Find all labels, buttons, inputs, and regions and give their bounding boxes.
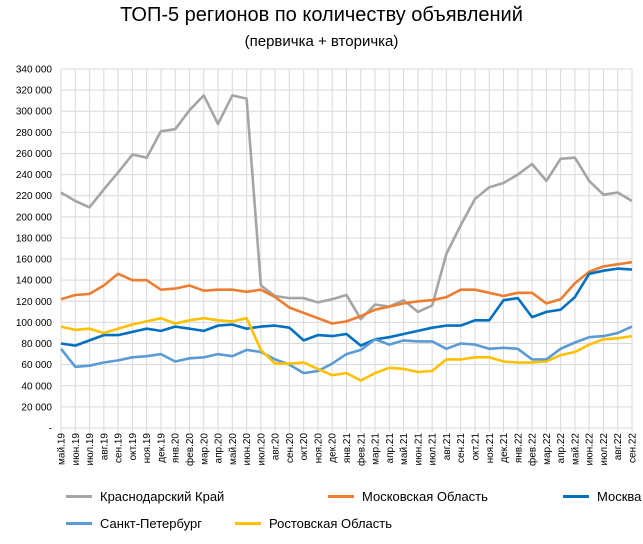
legend-swatch	[66, 522, 92, 525]
x-tick-label: янв.20	[171, 433, 182, 464]
x-tick-label: май.21	[399, 433, 410, 465]
x-tick-label: сен.19	[114, 433, 125, 463]
legend-item-moscow-oblast: Московская Область	[328, 489, 488, 504]
x-tick-label: апр.20	[214, 433, 225, 464]
y-tick-label: 180 000	[16, 233, 53, 244]
x-tick-label: авг.19	[99, 433, 110, 461]
x-tick-label: сен.22	[628, 433, 639, 463]
x-tick-label: дек.19	[156, 433, 167, 463]
y-tick-label: 340 000	[16, 65, 53, 76]
legend-swatch	[66, 495, 92, 498]
y-tick-label: 20 000	[21, 402, 52, 413]
y-tick-label: 140 000	[16, 276, 53, 287]
x-tick-label: апр.22	[556, 433, 567, 464]
x-tick-label: апр.21	[385, 433, 396, 464]
series-line-ростовская-область	[60, 316, 633, 382]
y-tick-label: 60 000	[21, 360, 52, 371]
y-tick-label: 40 000	[21, 381, 52, 392]
series-line-москва	[60, 267, 633, 347]
y-tick-label: 300 000	[16, 107, 53, 118]
x-tick-label: фев.22	[527, 433, 539, 466]
x-tick-label: июл.19	[85, 433, 96, 466]
legend-item-rostov: Ростовская Область	[235, 516, 392, 531]
x-tick-label: окт.21	[470, 433, 481, 461]
y-tick-label: 240 000	[16, 170, 53, 181]
x-tick-label: мар.21	[371, 433, 382, 465]
legend-label: Московская Область	[362, 489, 488, 504]
x-tick-label: ноя.20	[313, 433, 324, 464]
legend-swatch	[563, 495, 589, 498]
x-tick-label: май.20	[228, 433, 239, 465]
y-tick-label: 280 000	[16, 128, 53, 139]
x-tick-label: июн.20	[242, 433, 253, 466]
x-tick-label: ноя.19	[142, 433, 153, 464]
x-tick-label: дек.21	[499, 433, 510, 463]
legend-label: Краснодарский Край	[100, 489, 225, 504]
legend-item-krasnodar: Краснодарский Край	[66, 489, 224, 504]
legend-swatch	[235, 522, 261, 525]
x-tick-label: сен.20	[285, 433, 296, 463]
series-lines	[59, 94, 633, 382]
x-tick-label: авг.21	[442, 433, 453, 461]
y-tick-label: -	[49, 424, 52, 435]
series-line-краснодарский-край	[60, 94, 633, 321]
x-tick-label: дек.20	[328, 433, 339, 463]
legend-item-spb: Санкт-Петербург	[66, 516, 202, 531]
y-tick-label: 80 000	[21, 339, 52, 350]
legend-label: Санкт-Петербург	[100, 516, 202, 531]
y-tick-label: 220 000	[16, 191, 53, 202]
x-tick-label: июл.22	[599, 433, 610, 466]
x-tick-label: июл.20	[256, 433, 267, 466]
legend-swatch	[328, 495, 354, 498]
y-tick-label: 260 000	[16, 149, 53, 160]
legend-label: Москва	[597, 489, 642, 504]
y-tick-label: 320 000	[16, 86, 53, 97]
x-tick-label: фев.20	[184, 433, 196, 466]
x-tick-label: окт.19	[128, 433, 139, 461]
x-tick-label: янв.22	[513, 433, 524, 464]
x-tick-label: июн.19	[71, 433, 82, 466]
y-tick-label: 160 000	[16, 255, 53, 266]
x-tick-label: сен.21	[456, 433, 467, 463]
x-tick-label: мар.20	[199, 433, 210, 465]
x-tick-label: июн.21	[413, 433, 424, 466]
x-tick-label: окт.20	[299, 433, 310, 461]
x-tick-label: ноя.21	[485, 433, 496, 464]
y-tick-label: 120 000	[16, 297, 53, 308]
chart-title: ТОП-5 регионов по количеству объявлений	[120, 4, 523, 26]
series-line-санкт-петербург	[59, 325, 633, 375]
legend-item-moscow: Москва	[563, 489, 641, 504]
x-axis: май.19 июн.19 июл.19 авг.19 сен.19 окт.19 ноя.…	[57, 433, 639, 466]
y-tick-label: 200 000	[16, 212, 53, 223]
series-line-московская-область	[60, 260, 633, 325]
x-tick-label: янв.21	[342, 433, 353, 464]
x-tick-label: мар.22	[542, 433, 553, 465]
x-tick-label: июл.21	[428, 433, 439, 466]
x-tick-label: авг.22	[613, 433, 624, 461]
x-tick-label: май.22	[570, 433, 581, 465]
chart-subtitle: (первичка + вторичка)	[244, 33, 399, 50]
y-axis: - 20 000 40 000 60 000 80 000 100 000 120 000 1…	[16, 65, 53, 435]
y-tick-label: 100 000	[16, 318, 53, 329]
x-tick-label: авг.20	[271, 433, 282, 461]
x-tick-label: июн.22	[585, 433, 596, 466]
legend-label: Ростовская Область	[269, 516, 392, 531]
x-tick-label: май.19	[57, 433, 68, 465]
x-tick-label: фев.21	[355, 433, 367, 466]
gridlines	[60, 68, 633, 432]
